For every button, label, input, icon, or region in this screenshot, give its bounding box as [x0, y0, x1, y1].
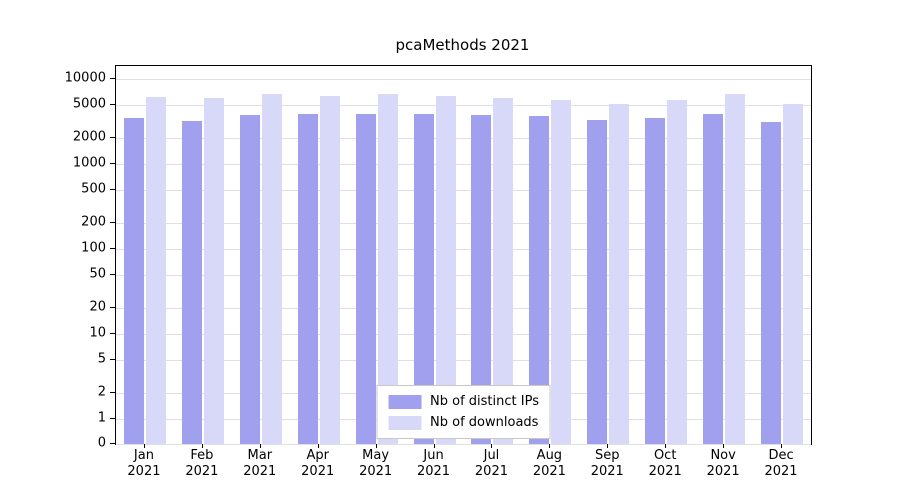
legend-item-downloads: Nb of downloads [388, 415, 539, 430]
legend-label-distinct-ips: Nb of distinct IPs [430, 394, 539, 409]
gridline [116, 249, 811, 250]
legend-label-downloads: Nb of downloads [430, 415, 539, 430]
bar-downloads-mar [261, 94, 282, 444]
bar-downloads-dec [783, 103, 804, 444]
y-axis-tick [110, 443, 115, 444]
x-axis-tick [375, 444, 377, 448]
y-axis-tick [110, 103, 115, 105]
bar-downloads-apr [319, 96, 340, 444]
x-axis-label-aug: Aug 2021 [532, 448, 566, 479]
x-axis-label-jun: Jun 2021 [416, 448, 451, 479]
y-axis-tick [110, 273, 115, 275]
gridline [116, 334, 811, 335]
x-axis-label-oct: Oct 2021 [648, 448, 682, 479]
plot-area: Nb of distinct IPs Nb of downloads [115, 65, 812, 445]
gridline [116, 308, 811, 310]
bar-downloads-jan [145, 97, 166, 444]
x-axis-tick [491, 444, 493, 448]
bar-downloads-aug [551, 99, 572, 444]
x-axis-tick [317, 444, 319, 448]
y-axis-tick-label: 1 [97, 410, 106, 426]
bar-downloads-may [377, 94, 398, 444]
bar-downloads-sep [609, 103, 630, 444]
gridline [116, 444, 811, 445]
bar-downloads-feb [203, 97, 224, 444]
legend-item-distinct-ips: Nb of distinct IPs [388, 394, 539, 409]
bar-distinct-ips-jun [413, 113, 434, 444]
x-axis-label-apr: Apr 2021 [301, 448, 335, 479]
x-axis-tick [607, 444, 609, 448]
bar-distinct-ips-oct [645, 117, 666, 444]
y-axis-tick-label: 200 [81, 214, 106, 230]
gridline [116, 104, 811, 106]
x-axis-tick [549, 444, 551, 448]
y-axis-tick [110, 307, 115, 309]
legend-swatch-distinct-ips [388, 394, 422, 409]
y-axis-tick-label: 2000 [72, 129, 106, 145]
y-axis-tick-label: 5000 [72, 96, 106, 112]
y-axis-tick [110, 188, 115, 190]
gridline [116, 359, 811, 361]
x-axis-tick [665, 444, 667, 448]
y-axis-tick [110, 418, 115, 419]
legend-swatch-downloads [388, 415, 422, 430]
x-axis-label-may: May 2021 [359, 448, 393, 479]
y-axis-tick [110, 248, 115, 249]
bar-distinct-ips-aug [529, 115, 550, 444]
bar-distinct-ips-sep [587, 119, 608, 444]
bar-distinct-ips-dec [761, 122, 782, 444]
y-axis-tick-label: 5 [97, 351, 106, 367]
x-axis-label-jan: Jan 2021 [127, 448, 161, 479]
y-axis-tick-label: 1000 [72, 155, 106, 171]
bar-downloads-jul [493, 98, 514, 444]
gridline [116, 274, 811, 276]
x-axis-label-sep: Sep 2021 [590, 448, 624, 479]
y-axis-tick [110, 333, 115, 334]
y-axis-tick [110, 358, 115, 360]
y-axis-tick [110, 163, 115, 164]
y-axis-tick-label: 500 [81, 181, 106, 197]
y-axis-tick-label: 10 [89, 325, 106, 341]
bar-downloads-nov [725, 93, 746, 444]
gridline [116, 79, 811, 80]
y-axis-tick-label: 100 [81, 240, 106, 256]
y-axis-tick [110, 137, 115, 139]
y-axis-tick-label: 2 [97, 384, 106, 400]
x-axis-tick [781, 444, 783, 448]
bar-distinct-ips-feb [181, 121, 202, 444]
y-axis-tick-label: 0 [97, 435, 106, 451]
bar-distinct-ips-mar [239, 114, 260, 444]
bar-downloads-jun [435, 96, 456, 444]
x-axis-tick [723, 444, 725, 448]
y-axis-tick [110, 392, 115, 394]
y-axis-tick [110, 78, 115, 79]
gridline [116, 164, 811, 165]
bar-distinct-ips-may [355, 113, 376, 444]
bar-downloads-oct [667, 100, 688, 444]
chart-title: pcaMethods 2021 [395, 36, 530, 54]
x-axis-tick [143, 444, 145, 448]
x-axis-label-jul: Jul 2021 [474, 448, 508, 479]
y-axis-tick-label: 20 [89, 299, 106, 315]
legend: Nb of distinct IPs Nb of downloads [376, 385, 551, 439]
gridline [116, 189, 811, 191]
bar-distinct-ips-jan [123, 117, 144, 444]
x-axis-label-mar: Mar 2021 [243, 448, 277, 479]
gridline [116, 223, 811, 225]
bar-distinct-ips-jul [471, 114, 492, 444]
x-axis-tick [433, 444, 435, 448]
x-axis-tick [259, 444, 261, 448]
y-axis-tick-label: 50 [89, 266, 106, 282]
x-axis-label-dec: Dec 2021 [764, 448, 798, 479]
x-axis-label-nov: Nov 2021 [706, 448, 740, 479]
x-axis-label-feb: Feb 2021 [185, 448, 219, 479]
bar-distinct-ips-nov [703, 113, 724, 444]
x-axis-tick [201, 444, 203, 448]
y-axis-tick-label: 10000 [64, 70, 106, 86]
gridline [116, 138, 811, 140]
bar-distinct-ips-apr [297, 113, 318, 444]
y-axis-tick [110, 222, 115, 224]
